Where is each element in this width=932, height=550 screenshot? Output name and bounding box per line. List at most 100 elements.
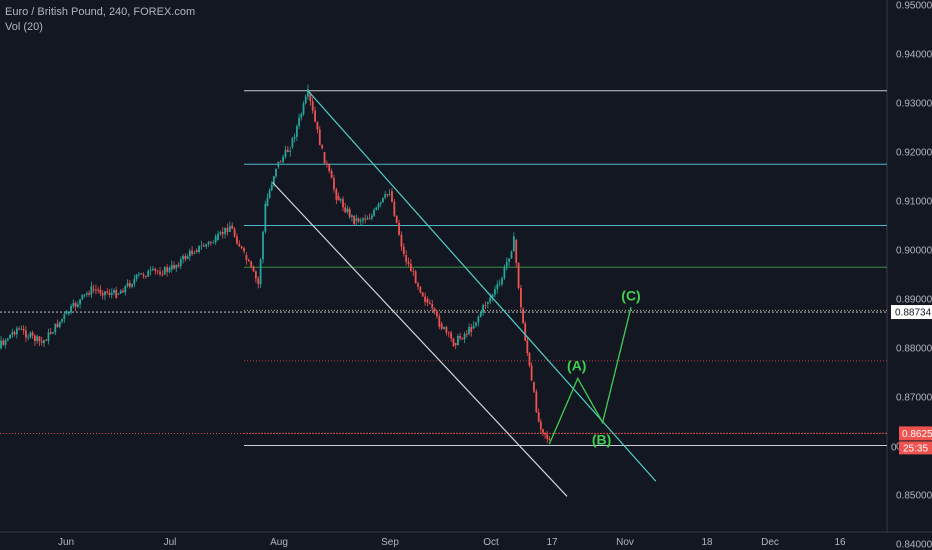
candle-body <box>0 340 2 349</box>
y-tick-partial-label: 0 <box>891 442 897 453</box>
candle-body <box>508 258 511 263</box>
candle-body <box>282 156 284 162</box>
candle-body <box>9 334 11 339</box>
candle-body <box>90 286 93 295</box>
candle-body <box>479 312 482 317</box>
wave-label[interactable]: (B) <box>592 431 611 447</box>
candle-body <box>293 136 296 139</box>
candle-body <box>22 328 25 331</box>
candle-body <box>61 318 63 322</box>
candle-body <box>407 261 410 264</box>
candle-body <box>450 332 453 339</box>
candle-body <box>335 189 338 200</box>
candle-body <box>74 303 77 307</box>
candle-body <box>535 391 538 413</box>
candle-body <box>373 209 375 216</box>
candle-body <box>38 336 41 342</box>
candle-body <box>424 296 426 302</box>
candle-body <box>342 199 344 208</box>
candle-body <box>452 338 455 347</box>
candle-body <box>515 240 518 263</box>
candle-body <box>459 335 462 339</box>
wave-label[interactable]: (A) <box>567 357 586 373</box>
symbol-title[interactable]: Euro / British Pound, 240, FOREX.com <box>5 6 196 18</box>
candle-body <box>366 218 369 220</box>
candle-body <box>226 227 229 232</box>
candle-body <box>202 245 205 247</box>
candle-body <box>70 306 72 313</box>
y-tick-label: 0.88000 <box>896 344 932 355</box>
candle-body <box>350 215 353 217</box>
candle-body <box>302 103 305 115</box>
candle-body <box>318 129 321 146</box>
volume-indicator-label[interactable]: Vol (20) <box>5 21 43 33</box>
candle-body <box>388 193 391 195</box>
candle-body <box>161 274 164 276</box>
candle-body <box>184 255 187 260</box>
candle-body <box>268 190 271 198</box>
candle-body <box>539 421 542 430</box>
candle-body <box>36 336 39 341</box>
candle-body <box>115 290 118 299</box>
y-tick-label: 0.93000 <box>896 99 932 110</box>
candle-body <box>339 199 342 201</box>
candle-body <box>275 168 277 177</box>
channel-upper-line[interactable] <box>307 90 657 482</box>
candle-body <box>142 274 145 277</box>
candle-body <box>221 232 224 235</box>
x-tick-label: 16 <box>834 537 846 548</box>
y-tick-label: 0.85000 <box>896 491 932 502</box>
candle-body <box>2 340 5 345</box>
wave-label[interactable]: (C) <box>621 287 640 303</box>
candle-body <box>270 184 273 191</box>
candle-body <box>530 365 533 381</box>
candle-body <box>217 233 219 241</box>
candle-body <box>472 325 475 329</box>
candle-body <box>417 283 419 287</box>
candle-body <box>333 178 335 190</box>
countdown-tag <box>899 441 932 455</box>
candle-body <box>431 303 434 309</box>
candle-body <box>144 276 147 277</box>
candle-body <box>135 274 138 280</box>
candle-body <box>321 145 324 149</box>
candle-body <box>520 287 522 308</box>
candle-body <box>309 93 312 101</box>
candle-body <box>447 332 450 334</box>
candle-body <box>384 194 387 198</box>
candle-body <box>542 429 544 433</box>
candle-body <box>468 327 470 335</box>
candle-body <box>526 340 529 354</box>
candle-body <box>368 218 371 220</box>
y-tick-label: 0.95000 <box>896 1 932 12</box>
candle-body <box>357 218 360 222</box>
candle-body <box>325 163 328 165</box>
wave-projection-path[interactable] <box>548 307 632 445</box>
candle-body <box>175 264 178 269</box>
candle-body <box>250 261 253 267</box>
channel-lower-line[interactable] <box>272 181 568 497</box>
candle-body <box>489 297 492 303</box>
candle-body <box>344 207 347 213</box>
candle-body <box>231 225 234 229</box>
candle-body <box>412 271 415 273</box>
x-tick-label: 17 <box>546 537 558 548</box>
candle-body <box>252 266 255 272</box>
candle-body <box>43 340 45 344</box>
current-price-tag <box>899 426 932 441</box>
candle-body <box>238 243 241 247</box>
candle-body <box>72 303 75 307</box>
candle-body <box>137 274 140 276</box>
candle-body <box>228 226 231 232</box>
candle-body <box>40 341 43 343</box>
candle-body <box>131 284 133 287</box>
candle-body <box>193 252 196 254</box>
candle-body <box>300 114 303 118</box>
candle-body <box>546 434 549 439</box>
candle-body <box>443 327 445 329</box>
candle-body <box>522 308 524 324</box>
candle-body <box>179 259 182 267</box>
y-tick-label: 0.89000 <box>896 295 932 306</box>
candle-body <box>159 271 161 275</box>
